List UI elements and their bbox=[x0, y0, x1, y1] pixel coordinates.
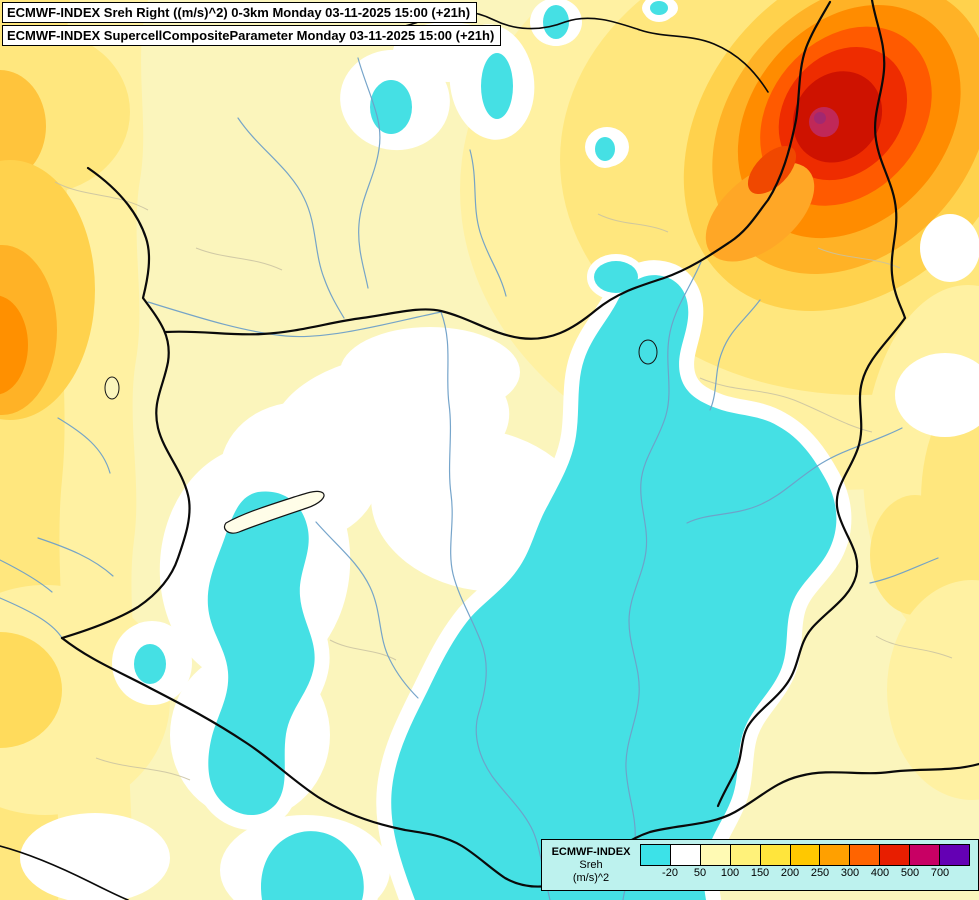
legend-tick-label: -20 bbox=[662, 867, 678, 879]
legend-tick-label: 400 bbox=[870, 867, 890, 879]
map-title-primary: ECMWF-INDEX Sreh Right ((m/s)^2) 0-3km M… bbox=[2, 2, 478, 23]
legend-color-cell bbox=[729, 845, 760, 865]
lake-neusiedl bbox=[104, 376, 120, 400]
legend-tick-label: 50 bbox=[693, 867, 707, 879]
lake-balaton bbox=[223, 490, 325, 534]
legend-tick-label: 200 bbox=[780, 867, 800, 879]
legend-color-cell bbox=[789, 845, 820, 865]
legend-color-cell bbox=[699, 845, 730, 865]
legend-tick-label: 100 bbox=[720, 867, 740, 879]
legend-units-label: (m/s)^2 bbox=[572, 871, 610, 884]
terrain-contours bbox=[54, 181, 953, 781]
legend-title: ECMWF-INDEX Sreh (m/s)^2 bbox=[542, 840, 640, 890]
legend-tick-label: 150 bbox=[750, 867, 770, 879]
rivers bbox=[0, 57, 939, 900]
legend-color-cell bbox=[819, 845, 850, 865]
west-orange-maximum bbox=[0, 160, 95, 420]
legend-scale: -20 50 100 150 200 250 300 400 500 700 bbox=[640, 840, 978, 890]
legend-colorbar bbox=[640, 844, 970, 866]
lakes bbox=[104, 339, 658, 534]
legend-tick-label: 700 bbox=[930, 867, 950, 879]
lake-tisza bbox=[638, 339, 658, 365]
legend-color-cell bbox=[641, 845, 670, 865]
legend: ECMWF-INDEX Sreh (m/s)^2 -20 50 100 150 200 2… bbox=[541, 839, 979, 891]
legend-color-cell bbox=[909, 845, 940, 865]
legend-tick-label: 250 bbox=[810, 867, 830, 879]
legend-color-cell bbox=[939, 845, 969, 865]
legend-product-label: ECMWF-INDEX bbox=[551, 845, 631, 858]
map-title-secondary: ECMWF-INDEX SupercellCompositeParameter … bbox=[2, 25, 502, 46]
legend-ticks: -20 50 100 150 200 250 300 400 500 700 bbox=[640, 867, 970, 884]
legend-parameter-label: Sreh bbox=[579, 858, 603, 871]
legend-color-cell bbox=[879, 845, 910, 865]
legend-color-cell bbox=[669, 845, 700, 865]
legend-color-cell bbox=[759, 845, 790, 865]
legend-tick-label: 500 bbox=[900, 867, 920, 879]
legend-color-cell bbox=[849, 845, 880, 865]
legend-tick-label: 300 bbox=[840, 867, 860, 879]
